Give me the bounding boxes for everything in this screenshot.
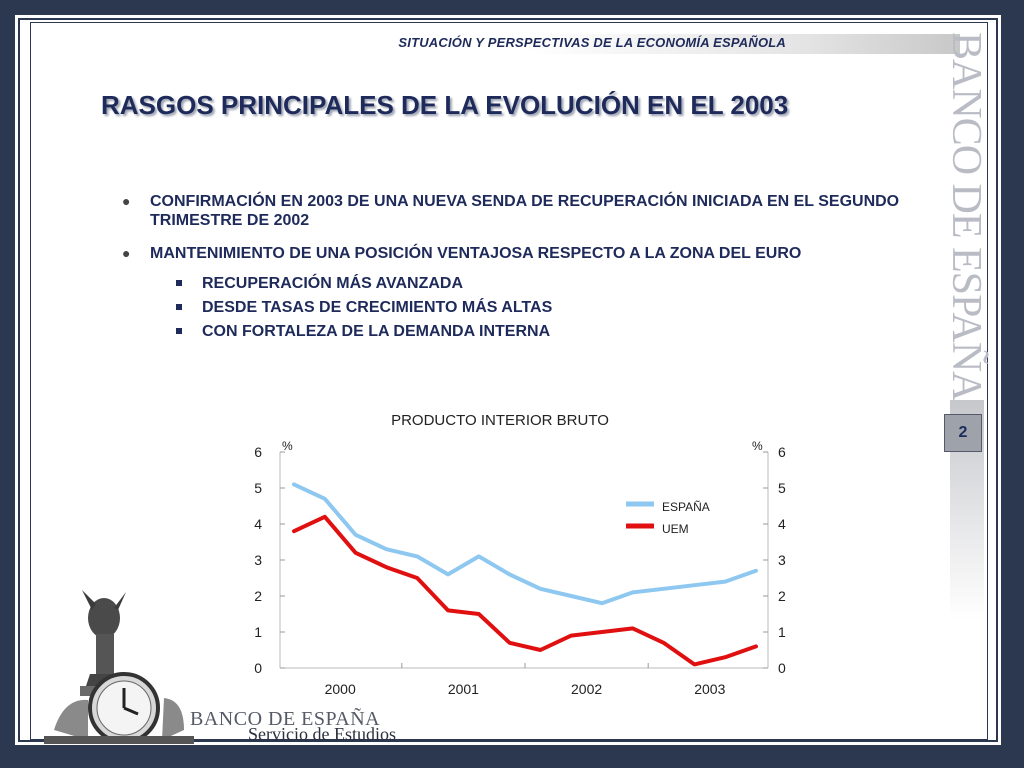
y-axis-unit-left: % — [282, 439, 293, 453]
square-bullet-icon — [176, 304, 182, 310]
header-gradient-bar — [260, 34, 960, 54]
page-title: RASGOS PRINCIPALES DE LA EVOLUCIÓN EN EL… — [101, 90, 789, 120]
sub-bullet-item-3: CON FORTALEZA DE LA DEMANDA INTERNA — [176, 322, 551, 341]
sub-bullet-text: RECUPERACIÓN MÁS AVANZADA — [202, 275, 464, 292]
y-tick-label-left: 2 — [254, 588, 262, 604]
bullet-text: CONFIRMACIÓN EN 2003 DE UNA NUEVA SENDA … — [150, 193, 900, 229]
x-tick-label: 2002 — [571, 681, 602, 697]
building-clock-logo-icon — [44, 590, 194, 744]
x-tick-label: 2003 — [694, 681, 725, 697]
sub-bullet-text: DESDE TASAS DE CRECIMIENTO MÁS ALTAS — [202, 299, 553, 316]
y-tick-label-right: 4 — [778, 516, 786, 532]
y-axis-unit-right: % — [752, 439, 763, 453]
bullet-text: MANTENIMIENTO DE UNA POSICIÓN VENTAJOSA … — [150, 245, 802, 262]
chart-title: PRODUCTO INTERIOR BRUTO — [391, 412, 609, 429]
y-tick-label-left: 4 — [254, 516, 262, 532]
y-tick-label-right: 0 — [778, 660, 786, 676]
sub-bullet-text: CON FORTALEZA DE LA DEMANDA INTERNA — [202, 323, 551, 340]
y-tick-label-left: 1 — [254, 624, 262, 640]
logo-name: BANCO DE ESPAÑA — [190, 708, 381, 730]
y-tick-label-right: 5 — [778, 480, 786, 496]
bullet-item-1: ● CONFIRMACIÓN EN 2003 DE UNA NUEVA SEND… — [122, 192, 930, 230]
y-tick-label-left: 3 — [254, 552, 262, 568]
sub-bullet-item-1: RECUPERACIÓN MÁS AVANZADA — [176, 274, 464, 293]
bullet-dot-icon: ● — [122, 193, 131, 209]
header-subtitle: SITUACIÓN Y PERSPECTIVAS DE LA ECONOMÍA … — [398, 35, 786, 50]
y-tick-label-right: 6 — [778, 444, 786, 460]
legend-label: UEM — [662, 522, 689, 536]
sub-bullet-item-2: DESDE TASAS DE CRECIMIENTO MÁS ALTAS — [176, 298, 553, 317]
series-line-españa — [292, 482, 758, 606]
y-tick-label-left: 5 — [254, 480, 262, 496]
x-tick-label: 2001 — [448, 681, 479, 697]
y-tick-label-right: 2 — [778, 588, 786, 604]
y-tick-label-left: 0 — [254, 660, 262, 676]
series-line-uem — [292, 514, 758, 667]
x-tick-label: 2000 — [325, 681, 356, 697]
slide: SITUACIÓN Y PERSPECTIVAS DE LA ECONOMÍA … — [18, 18, 998, 744]
square-bullet-icon — [176, 328, 182, 334]
logo-subtitle: Servicio de Estudios — [248, 724, 396, 744]
legend-label: ESPAÑA — [662, 500, 710, 514]
vertical-watermark: BANCO DE ESPAÑA — [944, 32, 990, 402]
vertical-watermark-text: BANCO DE ESPAÑA — [944, 32, 989, 401]
bullet-dot-icon: ● — [122, 245, 131, 261]
square-bullet-icon — [176, 280, 182, 286]
page-number-badge: 2 — [944, 414, 982, 452]
y-tick-label-right: 3 — [778, 552, 786, 568]
y-tick-label-right: 1 — [778, 624, 786, 640]
bullet-item-2: ● MANTENIMIENTO DE UNA POSICIÓN VENTAJOS… — [122, 244, 930, 263]
y-tick-label-left: 6 — [254, 444, 262, 460]
gdp-line-chart: 0 0 1 1 2 2 3 3 4 4 5 5 6 6% % 2000 2001 2002 2003 ESPAÑA UE… — [254, 439, 786, 697]
